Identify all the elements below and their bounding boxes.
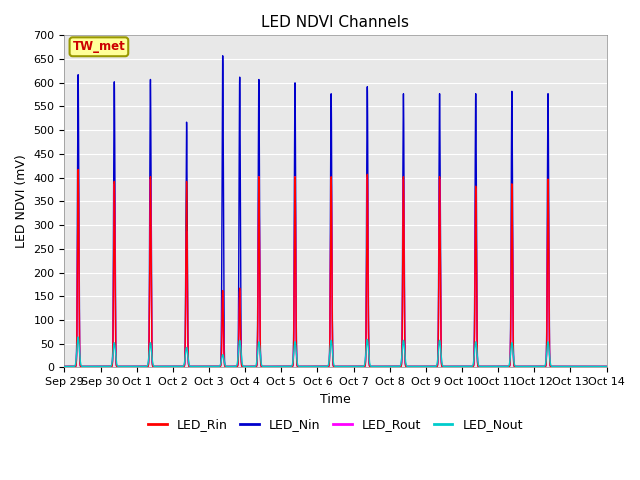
X-axis label: Time: Time (320, 393, 351, 406)
Legend: LED_Rin, LED_Nin, LED_Rout, LED_Nout: LED_Rin, LED_Nin, LED_Rout, LED_Nout (143, 413, 528, 436)
Y-axis label: LED NDVI (mV): LED NDVI (mV) (15, 155, 28, 248)
Text: TW_met: TW_met (72, 40, 125, 53)
Title: LED NDVI Channels: LED NDVI Channels (262, 15, 410, 30)
